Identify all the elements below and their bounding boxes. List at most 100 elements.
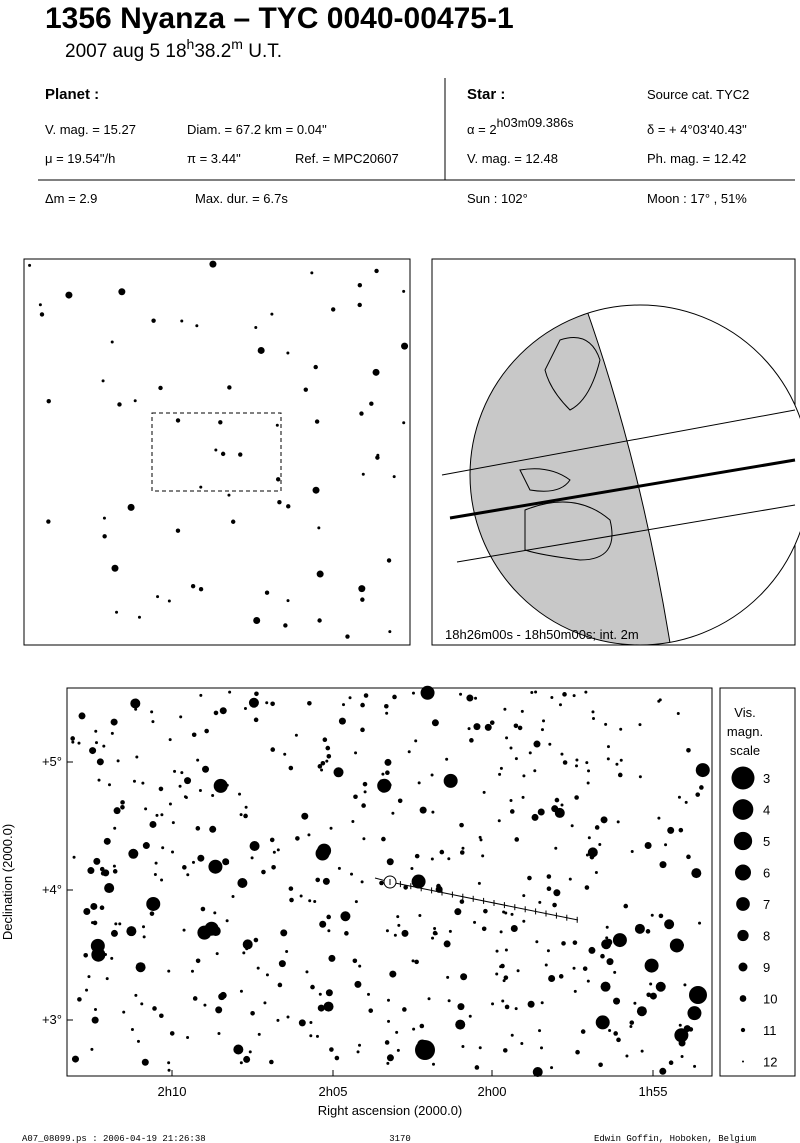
star	[587, 836, 591, 840]
ra-part: 03	[503, 115, 517, 130]
footer-number: 3170	[389, 1134, 411, 1143]
star	[657, 816, 661, 820]
star	[359, 411, 364, 416]
ra-part: α = 2	[467, 122, 497, 137]
star	[542, 719, 546, 723]
star	[527, 875, 532, 881]
star	[634, 923, 645, 934]
star	[679, 942, 684, 948]
star	[28, 263, 32, 267]
star	[238, 792, 242, 796]
star	[544, 963, 548, 967]
star	[325, 989, 333, 997]
ra-part: 09.386	[528, 115, 568, 130]
star	[318, 992, 322, 996]
scale-label: 4	[763, 803, 770, 818]
star	[499, 766, 503, 770]
star	[606, 745, 610, 749]
star	[396, 1048, 400, 1052]
star	[455, 1019, 466, 1030]
star	[402, 289, 406, 293]
star	[509, 809, 515, 814]
ra-part: m	[518, 116, 528, 130]
star	[248, 1050, 252, 1054]
star	[277, 500, 282, 505]
star	[572, 966, 576, 970]
scale-dot	[733, 831, 753, 851]
star	[226, 861, 230, 865]
date-part: 2007 aug 5 18	[65, 41, 187, 62]
star	[504, 1004, 510, 1010]
star	[110, 731, 114, 735]
star	[327, 929, 331, 933]
star	[244, 805, 248, 809]
star	[385, 929, 389, 933]
star	[443, 940, 451, 948]
star	[431, 719, 439, 727]
x-tick-label: 1h55	[639, 1084, 668, 1099]
star	[239, 989, 243, 993]
star	[585, 853, 589, 857]
scale-title: Vis.	[734, 705, 755, 720]
star	[419, 1023, 425, 1029]
star	[636, 1006, 647, 1017]
star	[211, 793, 215, 797]
star	[263, 1001, 267, 1005]
star	[320, 768, 324, 772]
star	[388, 630, 392, 634]
star	[91, 1016, 99, 1024]
star	[533, 740, 541, 748]
y-axis-label: Declination (2000.0)	[0, 824, 15, 940]
star	[410, 866, 414, 870]
star	[110, 929, 118, 937]
star	[393, 933, 397, 937]
star	[144, 807, 148, 811]
star	[514, 757, 518, 761]
star	[277, 982, 283, 988]
star	[156, 595, 160, 599]
star	[595, 1015, 610, 1030]
star	[606, 757, 610, 761]
star	[256, 966, 260, 970]
star	[360, 880, 364, 884]
star	[218, 993, 226, 1001]
star	[112, 869, 118, 874]
star	[698, 921, 702, 925]
star	[616, 820, 620, 824]
shadow-edge	[456, 504, 796, 563]
asteroid-path	[374, 877, 579, 921]
star	[605, 925, 609, 929]
star	[132, 779, 136, 783]
planet-ref: Ref. = MPC20607	[295, 151, 399, 166]
star	[381, 772, 385, 776]
y-tick-label: +5°	[42, 754, 62, 769]
star	[575, 758, 579, 762]
star	[254, 691, 259, 697]
star	[374, 268, 379, 274]
star	[538, 1029, 542, 1033]
star	[337, 866, 341, 870]
star	[560, 803, 564, 807]
star	[202, 765, 210, 773]
star	[319, 920, 327, 928]
scale-label: 11	[763, 1023, 777, 1038]
star	[467, 727, 471, 731]
star	[419, 806, 427, 814]
star	[686, 747, 691, 753]
star	[312, 486, 320, 494]
star	[554, 797, 560, 803]
star	[540, 1046, 544, 1050]
star	[213, 710, 219, 716]
star	[680, 1055, 684, 1059]
star	[537, 808, 545, 816]
star	[397, 798, 403, 804]
star	[253, 937, 259, 943]
star	[217, 1032, 221, 1036]
star	[584, 690, 588, 694]
star	[548, 974, 556, 982]
star	[243, 1055, 251, 1063]
star	[522, 894, 526, 898]
star	[420, 685, 435, 700]
star	[658, 913, 664, 919]
star	[540, 1001, 544, 1005]
